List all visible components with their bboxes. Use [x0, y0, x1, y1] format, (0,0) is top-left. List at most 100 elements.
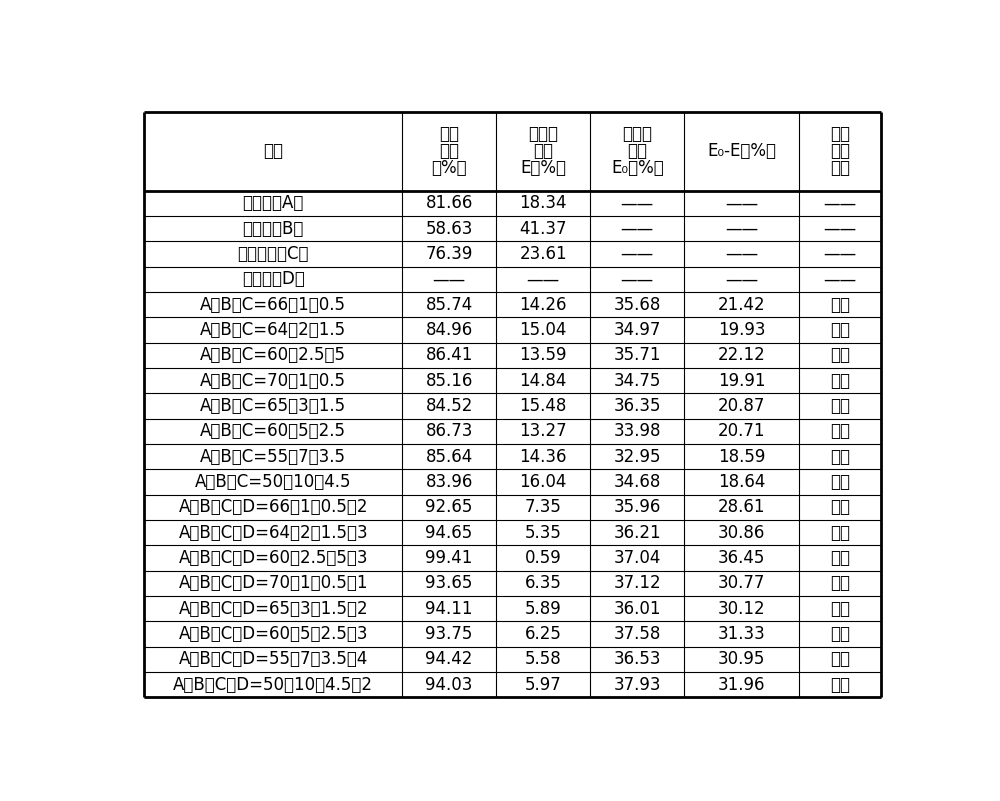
Text: ——: —— — [621, 195, 654, 212]
Text: 增效: 增效 — [830, 422, 850, 441]
Text: 15.04: 15.04 — [519, 321, 567, 339]
Text: 鲜重: 鲜重 — [439, 125, 459, 143]
Text: ——: —— — [823, 195, 856, 212]
Text: 30.86: 30.86 — [718, 524, 765, 541]
Text: 41.37: 41.37 — [519, 219, 567, 238]
Text: A：B：C：D=64：2：1.5：3: A：B：C：D=64：2：1.5：3 — [178, 524, 368, 541]
Text: 14.26: 14.26 — [519, 296, 567, 314]
Text: 13.59: 13.59 — [519, 346, 567, 364]
Text: ——: —— — [725, 219, 758, 238]
Text: 85.16: 85.16 — [425, 372, 473, 390]
Text: 增效: 增效 — [830, 448, 850, 465]
Text: 有机硅（D）: 有机硅（D） — [242, 270, 305, 288]
Text: 85.64: 85.64 — [425, 448, 473, 465]
Text: A：B：C=70：1：0.5: A：B：C=70：1：0.5 — [200, 372, 346, 390]
Text: ——: —— — [823, 219, 856, 238]
Text: 94.11: 94.11 — [425, 600, 473, 618]
Text: 34.97: 34.97 — [614, 321, 661, 339]
Text: 6.25: 6.25 — [525, 625, 562, 643]
Text: 5.35: 5.35 — [525, 524, 562, 541]
Text: A：B：C=60：5：2.5: A：B：C=60：5：2.5 — [200, 422, 346, 441]
Text: 实际存: 实际存 — [528, 125, 558, 143]
Text: A：B：C=65：3：1.5: A：B：C=65：3：1.5 — [200, 397, 346, 415]
Text: 83.96: 83.96 — [425, 473, 473, 491]
Text: 84.52: 84.52 — [425, 397, 473, 415]
Text: 36.01: 36.01 — [614, 600, 661, 618]
Text: ——: —— — [725, 270, 758, 288]
Text: 14.36: 14.36 — [519, 448, 567, 465]
Text: ——: —— — [823, 270, 856, 288]
Text: 18.34: 18.34 — [519, 195, 567, 212]
Text: 30.95: 30.95 — [718, 650, 765, 669]
Text: 增效: 增效 — [830, 625, 850, 643]
Text: 19.93: 19.93 — [718, 321, 765, 339]
Text: 36.45: 36.45 — [718, 549, 765, 567]
Text: A：B：C=55：7：3.5: A：B：C=55：7：3.5 — [200, 448, 346, 465]
Text: 20.87: 20.87 — [718, 397, 765, 415]
Text: 活率: 活率 — [627, 142, 647, 160]
Text: 增效: 增效 — [830, 321, 850, 339]
Text: 增效: 增效 — [830, 473, 850, 491]
Text: 94.03: 94.03 — [425, 676, 473, 694]
Text: 35.68: 35.68 — [614, 296, 661, 314]
Text: 6.35: 6.35 — [525, 574, 562, 593]
Text: 18.64: 18.64 — [718, 473, 765, 491]
Text: 5.97: 5.97 — [525, 676, 562, 694]
Text: 增效: 增效 — [830, 524, 850, 541]
Text: 5.58: 5.58 — [525, 650, 562, 669]
Text: 13.27: 13.27 — [519, 422, 567, 441]
Text: 34.68: 34.68 — [614, 473, 661, 491]
Text: 防效: 防效 — [439, 142, 459, 160]
Text: 35.71: 35.71 — [614, 346, 661, 364]
Text: 增效: 增效 — [830, 549, 850, 567]
Text: E₀（%）: E₀（%） — [611, 159, 664, 178]
Text: ——: —— — [432, 270, 466, 288]
Text: A：B：C：D=66：1：0.5：2: A：B：C：D=66：1：0.5：2 — [178, 498, 368, 517]
Text: 31.96: 31.96 — [718, 676, 765, 694]
Text: A：B：C：D=70：1：0.5：1: A：B：C：D=70：1：0.5：1 — [178, 574, 368, 593]
Text: 16.04: 16.04 — [519, 473, 567, 491]
Text: 94.42: 94.42 — [425, 650, 473, 669]
Text: 21.42: 21.42 — [718, 296, 765, 314]
Text: 19.91: 19.91 — [718, 372, 765, 390]
Text: ——: —— — [621, 270, 654, 288]
Text: 增效: 增效 — [830, 498, 850, 517]
Text: 5.89: 5.89 — [525, 600, 562, 618]
Text: 36.53: 36.53 — [614, 650, 661, 669]
Text: 37.93: 37.93 — [614, 676, 661, 694]
Text: E（%）: E（%） — [520, 159, 566, 178]
Text: A：B：C：D=60：2.5：5：3: A：B：C：D=60：2.5：5：3 — [178, 549, 368, 567]
Text: 35.96: 35.96 — [614, 498, 661, 517]
Text: 增效: 增效 — [830, 397, 850, 415]
Text: 炔草酯（B）: 炔草酯（B） — [243, 219, 304, 238]
Text: 92.65: 92.65 — [425, 498, 473, 517]
Text: ——: —— — [823, 245, 856, 263]
Text: ——: —— — [527, 270, 560, 288]
Text: 86.73: 86.73 — [425, 422, 473, 441]
Text: 增效: 增效 — [830, 650, 850, 669]
Text: 34.75: 34.75 — [614, 372, 661, 390]
Text: 异丙隆（A）: 异丙隆（A） — [243, 195, 304, 212]
Text: 33.98: 33.98 — [614, 422, 661, 441]
Text: 30.77: 30.77 — [718, 574, 765, 593]
Text: 22.12: 22.12 — [718, 346, 765, 364]
Text: 37.12: 37.12 — [613, 574, 661, 593]
Text: 氟唑磺隆（C）: 氟唑磺隆（C） — [237, 245, 309, 263]
Text: 85.74: 85.74 — [425, 296, 473, 314]
Text: 36.21: 36.21 — [613, 524, 661, 541]
Text: A：B：C：D=55：7：3.5：4: A：B：C：D=55：7：3.5：4 — [179, 650, 368, 669]
Text: A：B：C：D=65：3：1.5：2: A：B：C：D=65：3：1.5：2 — [178, 600, 368, 618]
Text: 23.61: 23.61 — [519, 245, 567, 263]
Text: 15.48: 15.48 — [519, 397, 567, 415]
Text: E₀-E（%）: E₀-E（%） — [707, 142, 776, 160]
Text: 94.65: 94.65 — [425, 524, 473, 541]
Text: ——: —— — [621, 245, 654, 263]
Text: 0.59: 0.59 — [525, 549, 562, 567]
Text: 增效: 增效 — [830, 372, 850, 390]
Text: A：B：C：D=50：10：4.5：2: A：B：C：D=50：10：4.5：2 — [173, 676, 373, 694]
Text: 增效: 增效 — [830, 574, 850, 593]
Text: 37.58: 37.58 — [614, 625, 661, 643]
Text: 类型: 类型 — [830, 159, 850, 178]
Text: 30.12: 30.12 — [718, 600, 765, 618]
Text: A：B：C=66：1：0.5: A：B：C=66：1：0.5 — [200, 296, 346, 314]
